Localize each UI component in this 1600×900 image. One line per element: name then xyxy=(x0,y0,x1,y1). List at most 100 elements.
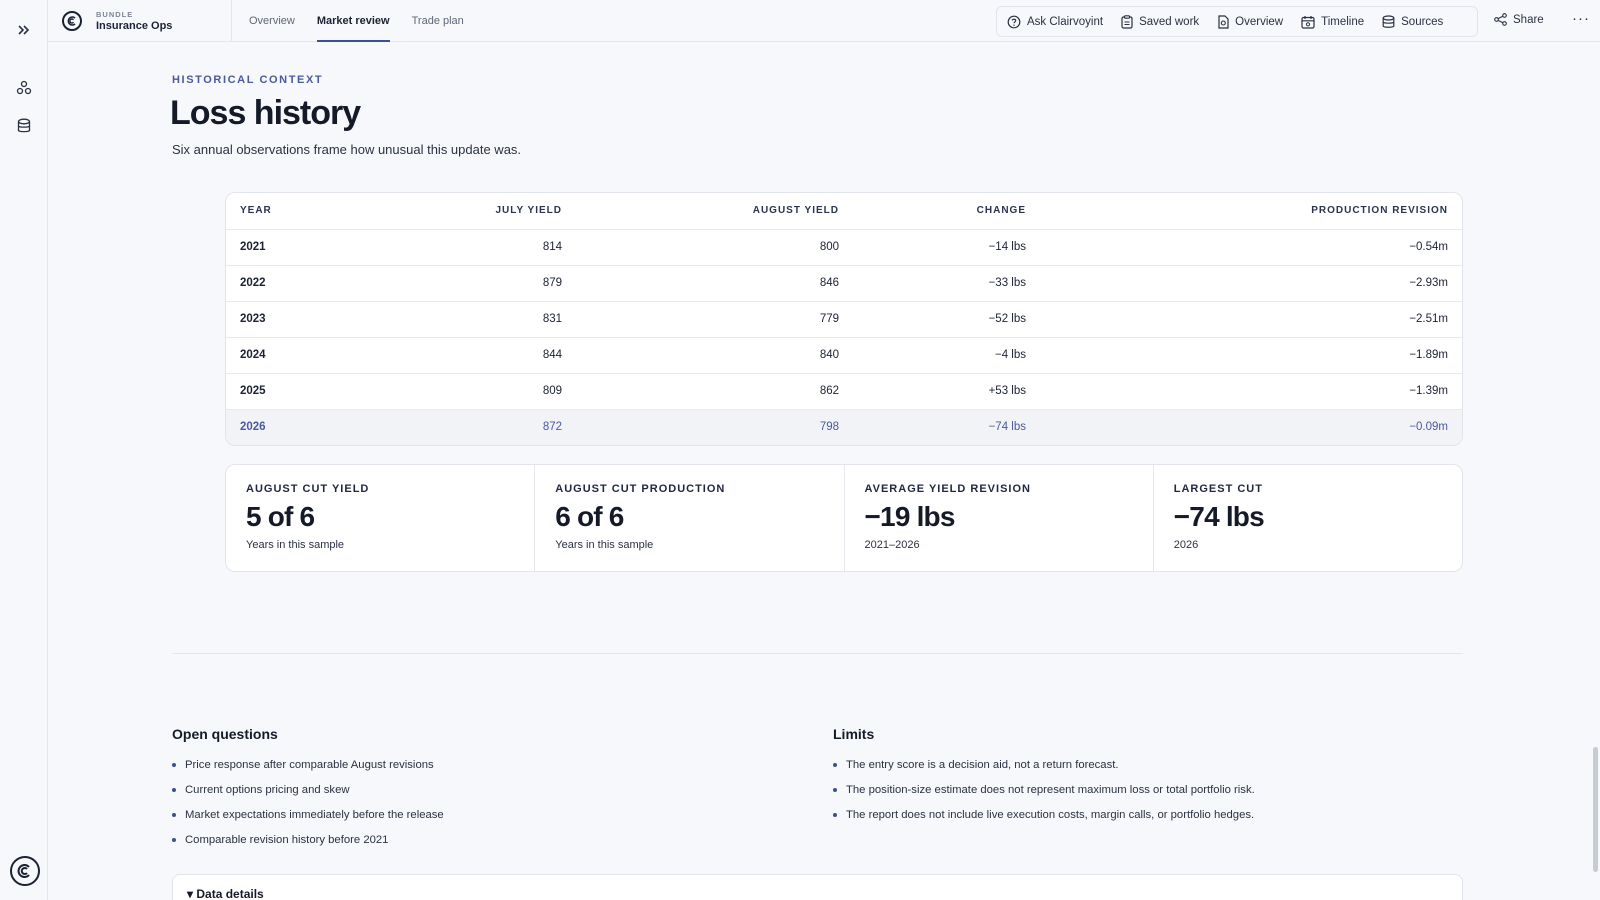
limits-list: The entry score is a decision aid, not a… xyxy=(833,757,1255,832)
stat-august-cut-yield: AUGUST CUT YIELD 5 of 6 Years in this sa… xyxy=(226,465,536,571)
bundle-logo-icon xyxy=(62,11,82,31)
overview-icon xyxy=(1218,14,1229,29)
column-header-production-revision[interactable]: PRODUCTION REVISION xyxy=(1040,193,1462,230)
table-row: 2022 879 846 −33 lbs −2.93m xyxy=(226,265,1462,302)
cell-change: −4 lbs xyxy=(853,337,1040,374)
cell-year: 2026 xyxy=(226,409,396,445)
list-item: The entry score is a decision aid, not a… xyxy=(833,757,1255,782)
stat-caption: Years in this sample xyxy=(246,539,345,551)
cell-year: 2022 xyxy=(226,265,396,302)
overview-button[interactable]: Overview xyxy=(1217,14,1284,29)
overview-label: Overview xyxy=(1235,15,1284,28)
cell-august-yield: 840 xyxy=(576,337,853,374)
section-eyebrow: HISTORICAL CONTEXT xyxy=(172,74,324,86)
list-item: Price response after comparable August r… xyxy=(172,757,444,782)
open-questions-list: Price response after comparable August r… xyxy=(172,757,444,857)
summary-stats: AUGUST CUT YIELD 5 of 6 Years in this sa… xyxy=(225,464,1463,572)
bundle-caption: BUNDLE xyxy=(96,10,134,19)
cell-august-yield: 846 xyxy=(576,265,853,302)
expand-sidebar-icon[interactable] xyxy=(12,18,36,42)
bundle-switcher[interactable]: BUNDLE Insurance Ops xyxy=(62,0,232,42)
cell-august-yield: 779 xyxy=(576,301,853,338)
network-icon[interactable] xyxy=(12,76,36,100)
stat-caption: 2021–2026 xyxy=(864,539,920,551)
cell-august-yield: 798 xyxy=(576,409,853,445)
column-header-change[interactable]: CHANGE xyxy=(853,193,1040,230)
page-subtitle: Six annual observations frame how unusua… xyxy=(172,142,522,157)
stat-value: 6 of 6 xyxy=(555,501,624,532)
column-header-year[interactable]: YEAR xyxy=(226,193,396,230)
cell-change: −74 lbs xyxy=(853,409,1040,445)
tab-bar: Overview Market review Trade plan xyxy=(249,0,486,42)
left-rail xyxy=(0,0,48,900)
app-logo-icon[interactable] xyxy=(10,856,40,886)
table-header-row: YEAR JULY YIELD AUGUST YIELD CHANGE PROD… xyxy=(226,193,1462,230)
question-icon xyxy=(1007,15,1021,28)
ask-clairvoyint-button[interactable]: Ask Clairvoyint xyxy=(1007,15,1103,29)
open-questions-heading: Open questions xyxy=(172,726,278,742)
tab-overview[interactable]: Overview xyxy=(249,15,295,27)
share-button[interactable]: Share xyxy=(1494,13,1544,26)
ask-clairvoyint-label: Ask Clairvoyint xyxy=(1027,15,1104,28)
top-bar: BUNDLE Insurance Ops Overview Market rev… xyxy=(48,0,1600,42)
cell-production-revision: −2.51m xyxy=(1040,301,1462,338)
saved-work-button[interactable]: Saved work xyxy=(1121,14,1200,29)
timeline-label: Timeline xyxy=(1321,15,1365,28)
cell-july-yield: 872 xyxy=(396,409,576,445)
more-options-icon[interactable]: ··· xyxy=(1572,10,1590,27)
stat-largest-cut: LARGEST CUT −74 lbs 2026 xyxy=(1154,465,1462,571)
saved-work-label: Saved work xyxy=(1139,15,1200,28)
scrollbar[interactable] xyxy=(1590,42,1598,900)
cell-change: −52 lbs xyxy=(853,301,1040,338)
cell-july-yield: 831 xyxy=(396,301,576,338)
cell-july-yield: 814 xyxy=(396,229,576,266)
table-row: 2024 844 840 −4 lbs −1.89m xyxy=(226,337,1462,374)
sources-button[interactable]: Sources xyxy=(1382,14,1443,29)
cell-production-revision: −1.89m xyxy=(1040,337,1462,374)
cell-july-yield: 879 xyxy=(396,265,576,302)
cell-july-yield: 809 xyxy=(396,373,576,410)
data-details-disclosure[interactable]: ▾ Data details xyxy=(172,874,1463,900)
cell-change: −14 lbs xyxy=(853,229,1040,266)
column-header-july-yield[interactable]: JULY YIELD xyxy=(396,193,576,230)
share-label: Share xyxy=(1513,13,1544,26)
tab-market-review[interactable]: Market review xyxy=(316,0,390,42)
page-title: Loss history xyxy=(170,94,361,132)
cell-production-revision: −0.09m xyxy=(1040,409,1462,445)
cell-year: 2021 xyxy=(226,229,396,266)
toolbar: Ask Clairvoyint Saved work Overview Time… xyxy=(996,6,1478,37)
stat-label: LARGEST CUT xyxy=(1173,483,1263,495)
cell-change: +53 lbs xyxy=(853,373,1040,410)
cell-year: 2025 xyxy=(226,373,396,410)
table-row-current-year: 2026 872 798 −74 lbs −0.09m xyxy=(226,409,1462,445)
timeline-button[interactable]: Timeline xyxy=(1301,15,1364,29)
cell-august-yield: 800 xyxy=(576,229,853,266)
stat-label: AUGUST CUT YIELD xyxy=(246,483,370,495)
table-row: 2021 814 800 −14 lbs −0.54m xyxy=(226,229,1462,266)
cell-july-yield: 844 xyxy=(396,337,576,374)
database-icon[interactable] xyxy=(12,114,36,138)
column-header-august-yield[interactable]: AUGUST YIELD xyxy=(576,193,853,230)
list-item: The position-size estimate does not repr… xyxy=(833,782,1255,807)
stat-caption: Years in this sample xyxy=(555,539,654,551)
cell-change: −33 lbs xyxy=(853,265,1040,302)
bundle-name: Insurance Ops xyxy=(96,20,173,32)
cell-year: 2023 xyxy=(226,301,396,338)
database-icon xyxy=(1382,14,1395,28)
stat-value: −74 lbs xyxy=(1173,501,1265,532)
scrollbar-thumb[interactable] xyxy=(1593,747,1598,872)
data-details-label: ▾ Data details xyxy=(187,887,264,900)
clipboard-icon xyxy=(1121,14,1133,29)
table-row: 2025 809 862 +53 lbs −1.39m xyxy=(226,373,1462,410)
stat-label: AVERAGE YIELD REVISION xyxy=(864,483,1031,495)
tab-trade-plan[interactable]: Trade plan xyxy=(411,15,464,27)
stat-label: AUGUST CUT PRODUCTION xyxy=(555,483,726,495)
cell-year: 2024 xyxy=(226,337,396,374)
stat-value: 5 of 6 xyxy=(246,501,315,532)
cell-production-revision: −1.39m xyxy=(1040,373,1462,410)
cell-production-revision: −0.54m xyxy=(1040,229,1462,266)
section-divider xyxy=(172,653,1463,654)
cell-production-revision: −2.93m xyxy=(1040,265,1462,302)
list-item: Market expectations immediately before t… xyxy=(172,807,444,832)
table-row: 2023 831 779 −52 lbs −2.51m xyxy=(226,301,1462,338)
